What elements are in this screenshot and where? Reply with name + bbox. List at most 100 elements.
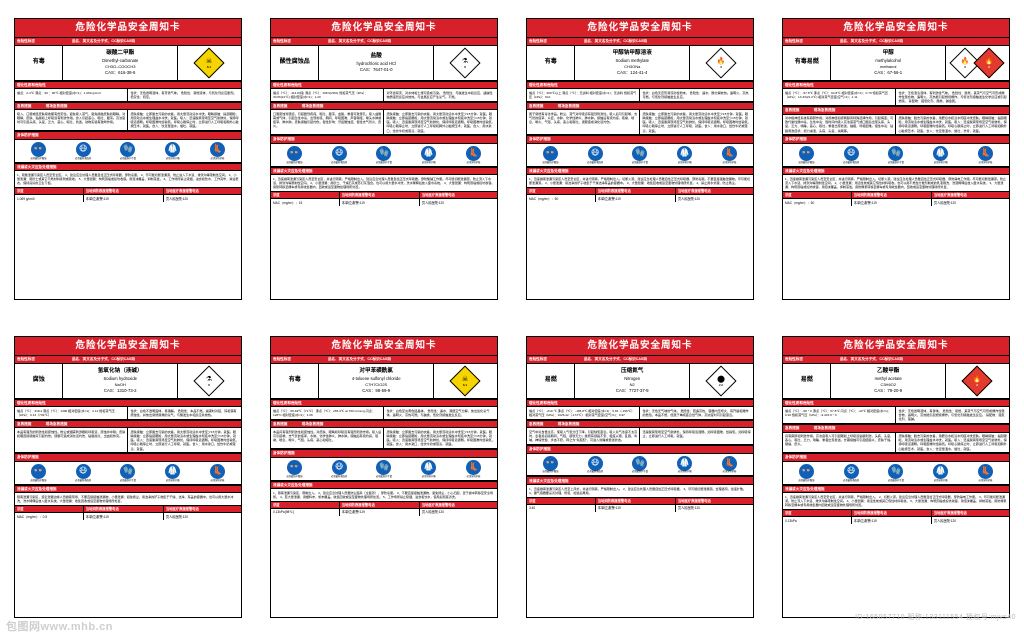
emergency-text: 1、迅速撤离泄漏污染区人员至安全区，并进行隔离，严格限制出入。建议应急处理人员戴… <box>271 175 497 193</box>
name-cn: 甲醇 <box>882 49 894 56</box>
concentration-value: 3.40 <box>529 506 536 511</box>
pictograms: ⚗ 8 <box>434 46 497 80</box>
card-header-bar: 危险性标志 品名、英文名及分子式、CC标识CAS码 <box>527 37 753 46</box>
section-firstaid-header: 急救措施 现场急救措施 <box>783 105 1009 115</box>
pictograms: ⬤ 2.2 <box>690 364 753 398</box>
ppe-item: 🧤 必须戴防护手套 <box>879 145 913 164</box>
medical-value: 员人民医院:120 <box>933 518 957 523</box>
section-firstaid-header: 急救措施 现场急救措施 <box>527 101 753 111</box>
bottom-row: 浓度 0.13kPa 当地消防救援报警电话 本单位)报警:119 当地医疗救援报警电话员… <box>783 510 1009 525</box>
fire-value: 本单位)报警:119 <box>85 196 109 201</box>
card-slot: 危险化学品安全周知卡 危险性标志 品名、英文名及分子式、CC标识CAS码 有毒 甲醇钠甲… <box>512 0 768 318</box>
ppe-item: 👢 必须穿防护鞋 <box>201 463 235 482</box>
medical-header: 当地医疗救援报警电话 <box>163 188 241 196</box>
ppe-item: 🧤 必须戴防护手套 <box>111 463 145 482</box>
section-emergency-header: 泄漏或火灾应急处理措施 <box>783 484 1009 494</box>
concentration-value: 0.13kPa(98℃) <box>273 510 294 515</box>
card-header-bar: 危险性标志 品名、英文名及分子式、CC标识CAS码 <box>15 37 241 46</box>
fire-cell: 当地消防救援报警电话 本单位)报警:119 <box>339 192 420 207</box>
physical-data: 熔点：2-4℃ 沸点：90 ：90℃ 相对密度(水=1)：1.069 g/cm3 <box>15 89 129 101</box>
ppe-item: 👓 必须戴防护眼镜 <box>790 145 824 164</box>
header-name-label: 品名、英文名及分子式、CC标识CAS码 <box>327 357 391 362</box>
medical-value: 员人民医院:120 <box>421 200 445 205</box>
safety-boots-icon: 👢 <box>210 463 226 479</box>
ppe-caption: 必须穿防护服 <box>933 479 948 482</box>
medical-cell: 当地医疗救援报警电话 员人民医院:120 <box>675 497 753 512</box>
header-name-label: 品名、英文名及分子式、CC标识CAS码 <box>327 39 391 44</box>
danger-description: 性状：无色澄清液体，有刺激性气味。 危险性：易燃，其蒸气与空气可形成爆炸性混合物… <box>898 90 1007 104</box>
concentration-value: MAC（mg/m³）：50 <box>785 200 815 205</box>
safety-goggles-icon: 👓 <box>798 463 814 479</box>
header-name-label: 品名、英文名及分子式、CC标识CAS码 <box>583 357 647 362</box>
ppe-caption: 必须穿防护服 <box>165 157 180 160</box>
ppe-item: 👢 必须穿防护鞋 <box>201 141 235 160</box>
concentration-cell: 浓度 MAC（mg/m³）：0.5 <box>15 506 84 520</box>
physical-properties: 熔点：2-4℃ 沸点：90 ：90℃ 相对密度(水=1)：1.069 g/cm3… <box>15 89 241 102</box>
gloves-icon: 🧤 <box>376 145 392 161</box>
ppe-item: 👓 必须戴防护眼镜 <box>534 455 568 474</box>
pictogram-class-number: 8 <box>464 64 467 69</box>
ppe-caption: 必须戴防护手套 <box>887 161 905 164</box>
header-hazard-label: 危险性标志 <box>785 357 803 362</box>
section-firstaid-header: 急救措施 现场急救措施 <box>783 423 1009 433</box>
ppe-item: 😷 必须戴防毒面具 <box>578 145 612 164</box>
hazard-class-line: 易燃 <box>800 376 813 383</box>
name-cn: 压缩氮气 <box>621 367 644 374</box>
medical-cell: 当地医疗救援报警电话 员人民医院:120 <box>419 501 497 516</box>
ppe-caption: 必须戴防护眼镜 <box>542 161 559 164</box>
concentration-cell: 浓度 0.13kPa <box>783 510 852 525</box>
respirator-icon: 😷 <box>75 463 91 479</box>
ppe-item: 😷 必须戴防毒面具 <box>834 463 868 482</box>
ppe-item: 😷 必须戴防毒面具 <box>66 463 100 482</box>
cas-number: CAS：616-38-6 <box>105 70 136 76</box>
ppe-caption: 必须穿防护鞋 <box>722 161 737 164</box>
header-name-label: 品名、英文名及分子式、CC标识CAS码 <box>839 357 903 362</box>
ppe-caption: 必须戴防护眼镜 <box>798 161 815 164</box>
section-ppe-header: 身体防护措施 <box>527 135 753 144</box>
medical-value: 员人民医院:120 <box>933 200 957 205</box>
emergency-text: 1、迅速撤离泄漏污染区人员至安全区，并进行隔离，严格限制出入。切断火源。建议应急… <box>527 175 753 189</box>
physical-properties: 熔点（℃）：-114.8(纯) 沸点（℃）：108.6(20%) 饱和蒸气压（k… <box>271 89 497 102</box>
concentration-header: 浓度 <box>527 188 595 196</box>
onsite-text: 迅速脱离现场至空气新鲜处，保持呼吸道通畅。如呼吸困难，给输氧。如呼吸停止，立即进… <box>642 429 751 439</box>
ppe-caption: 必须穿防护服 <box>677 471 692 474</box>
ppe-item: 😷 必须戴防毒面具 <box>322 459 356 478</box>
fire-value: 本单位)报警:119 <box>341 200 365 205</box>
medical-value: 员人民医院:120 <box>677 506 701 511</box>
concentration-header: 浓度 <box>783 192 851 200</box>
card-header-bar: 危险性标志 品名、英文名及分子式、CC标识CAS码 <box>783 37 1009 46</box>
hazard-class: 易燃 <box>783 363 832 398</box>
physical-properties: 熔点（℃）：-210 ℃ 沸点（℃）：-195.8℃ 相对密度(水=1)：0.8… <box>527 407 753 420</box>
card-title: 危险化学品安全周知卡 <box>271 337 497 356</box>
section-hazard-header: 理化性质和危险性 <box>783 398 1009 408</box>
header-hazard-label: 危险性标志 <box>273 39 291 44</box>
pictogram-symbol: ☠ <box>462 375 469 383</box>
danger-description: 性状：白色不透明固体，易潮解。 危险性：本品不燃。遇潮时对铝、锌和锡有腐蚀性，并… <box>130 408 237 418</box>
ppe-item: 😷 必须戴防毒面具 <box>578 455 612 474</box>
bottom-row: 浓度 MAC（mg/m³）：15 当地消防救援报警电话 本单位)报警:119 当地医疗救… <box>271 192 497 207</box>
card-slot: 危险化学品安全周知卡 危险性标志 品名、英文名及分子式、CC标识CAS码 有毒 对甲苯磺… <box>256 318 512 636</box>
name-cn: 对甲苯磺酰氯 <box>359 367 393 374</box>
pictogram-red: 🔥 3 <box>973 47 1006 79</box>
pictograms: ⚗ 8 <box>178 364 241 398</box>
pictogram-inner: 🔥 3 <box>967 371 987 391</box>
section-ppe-header: 身体防护措施 <box>783 135 1009 144</box>
ppe-item: 👓 必须戴防护眼镜 <box>22 141 56 160</box>
ppe-item: 🥼 必须穿防护服 <box>668 145 702 164</box>
concentration-cell: 浓度 3.40 <box>527 497 596 512</box>
firstaid-text: 对中枢神经系统有麻醉作用；对视神经和视网膜有特殊选择作用，引起病变；可致代谢性酸… <box>783 114 897 135</box>
physical-properties: 熔点（℃）：318.4 沸点（℃）：1390 相对密度(水=1)：2.12 饱和… <box>15 407 241 420</box>
medical-cell: 当地医疗救援报警电话 员人民医院:120 <box>675 188 753 202</box>
hazard-class-line: 易燃 <box>544 376 557 383</box>
cas-number: CAS：98-59-9 <box>362 388 391 394</box>
firstaid-row: 对中枢神经系统有麻醉作用；对视神经和视网膜有特殊选择作用，引起病变；可致代谢性酸… <box>783 114 1009 136</box>
section-emergency-header: 泄漏或火灾应急处理措施 <box>783 166 1009 176</box>
pictogram-white: ⬤ 2.2 <box>705 365 738 397</box>
ppe-item: 👢 必须穿防护鞋 <box>969 463 1003 482</box>
hazard-card: 危险化学品安全周知卡 危险性标志 品名、英文名及分子式、CC标识CAS码 易燃 压缩氮气… <box>526 336 754 618</box>
firstaid-row: 口服腐蚀胃肠道，引起剧烈疼痛、呕吐、腹泻、虚脱，重者可致穿孔。吸入盐酸雾或气体，… <box>271 110 497 136</box>
hazard-class: 腐蚀 <box>15 363 64 398</box>
bottom-row: 浓度 0.13kPa(98℃) 当地消防救援报警电话 本单位)报警:119 当地医疗救援… <box>271 501 497 516</box>
protective-suit-icon: 🥼 <box>677 145 693 161</box>
section-hazard-header: 理化性质和危险性 <box>527 80 753 90</box>
